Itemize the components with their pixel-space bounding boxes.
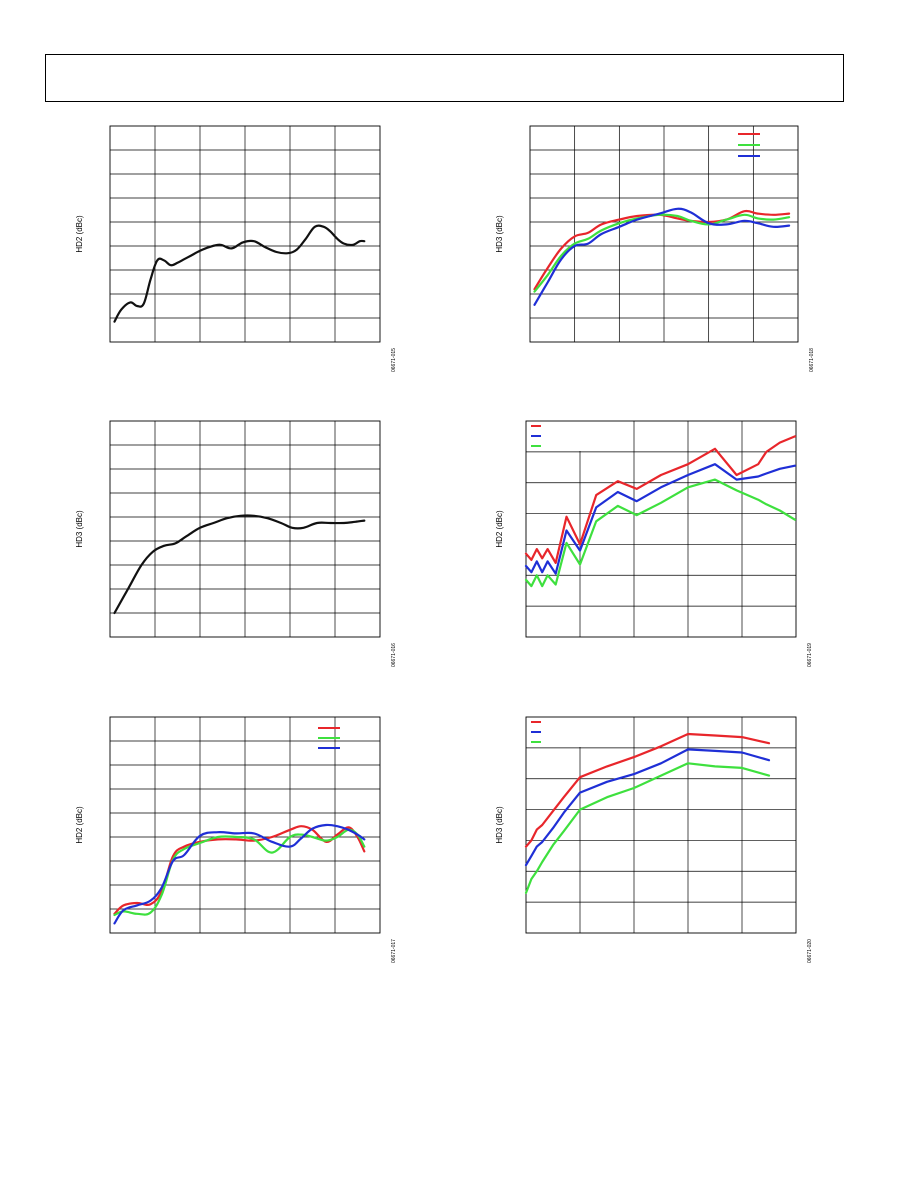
grid	[526, 421, 796, 637]
grid	[110, 421, 380, 637]
series-line-blue	[533, 207, 791, 306]
series-line-green	[533, 213, 791, 293]
figure-id: 06671-016	[391, 643, 397, 667]
chart-hd2-rgb-bottom: HD2 (dBc) 06671-017	[75, 716, 397, 963]
series-line-black	[113, 224, 366, 323]
chart-hd3-single: HD3 (dBc) 06671-016	[75, 420, 397, 667]
figure-id: 06671-018	[809, 348, 815, 372]
chart-hd2-rgb-mid: HD2 (dBc) 06671-019	[495, 420, 813, 667]
series-line-green	[524, 762, 771, 894]
y-axis-label: HD2 (dBc)	[495, 510, 504, 548]
figure-id: 06671-020	[807, 939, 813, 963]
plot-frame	[525, 420, 797, 638]
series-line-blue	[524, 463, 796, 575]
y-axis-label: HD2 (dBc)	[75, 806, 84, 844]
chart-hd2-single: HD2 (dBc) 06671-015	[75, 125, 397, 372]
y-axis-label: HD2 (dBc)	[75, 215, 84, 253]
grid	[110, 126, 380, 342]
header-box	[45, 54, 844, 102]
figure-id: 06671-017	[391, 939, 397, 963]
grid	[530, 126, 798, 342]
series-line-blue	[524, 748, 771, 867]
series-line-red	[113, 825, 366, 915]
series-line-green	[113, 828, 366, 917]
y-axis-label: HD3 (dBc)	[495, 215, 504, 253]
figure-id: 06671-019	[807, 643, 813, 667]
figure-id: 06671-015	[391, 348, 397, 372]
chart-hd3-rgb-top: HD3 (dBc) 06671-018	[495, 125, 815, 372]
grid	[526, 717, 796, 933]
series-line-black	[113, 514, 366, 615]
plot-frame	[525, 716, 797, 934]
series-line-green	[524, 478, 796, 588]
series-line-blue	[113, 823, 366, 925]
y-axis-label: HD3 (dBc)	[495, 806, 504, 844]
series-line-red	[524, 435, 796, 564]
series-line-red	[524, 732, 771, 848]
y-axis-label: HD3 (dBc)	[75, 510, 84, 548]
chart-hd3-rgb-bottom: HD3 (dBc) 06671-020	[495, 716, 813, 963]
series-line-red	[533, 209, 791, 291]
